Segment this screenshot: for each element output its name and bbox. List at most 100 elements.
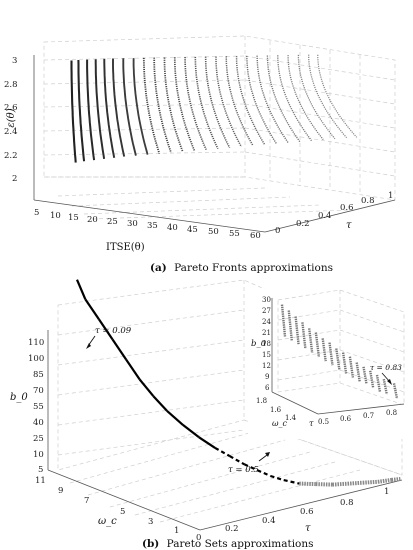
- panel-b-ytick: 1: [174, 526, 179, 536]
- pareto-front-curve: [112, 58, 126, 157]
- panel-a-ztick: 2.4: [4, 127, 18, 137]
- panel-a-xtick: 45: [187, 225, 198, 235]
- panel-b-xtick: 0.6: [300, 507, 314, 517]
- panel-b-ztick: 85: [33, 370, 44, 380]
- inset-pareto-set-bar: [328, 342, 334, 366]
- pareto-front-curve: [204, 56, 231, 149]
- panel-a-ytick: 0.2: [296, 219, 310, 229]
- inset-ylabel: ω_c: [272, 419, 288, 428]
- panel-b-ztick: 110: [28, 338, 44, 348]
- pareto-set-segment: [362, 479, 379, 485]
- pareto-front-curve: [163, 57, 184, 152]
- panel-b-caption: (b) Pareto Sets approximations: [142, 538, 314, 550]
- pareto-set-segment: [315, 482, 333, 487]
- pareto-front-curve: [132, 58, 149, 155]
- inset-ytick: 1.8: [256, 397, 267, 405]
- inset-pareto-set-bar: [321, 338, 327, 362]
- pareto-set-segment: [256, 469, 271, 478]
- pareto-front-curve: [153, 57, 172, 153]
- panel-a-caption-text: Pareto Fronts approximations: [174, 262, 333, 274]
- pareto-front-curve: [215, 56, 242, 148]
- inset-ytick: 1.6: [270, 406, 282, 414]
- panel-a-ztick: 2.6: [4, 103, 18, 113]
- panel-b-inset: 30 27 24 21 18 15 12 9 6 b_0 1.8 1.6 1.4…: [248, 289, 408, 439]
- panel-b-ztick: 100: [28, 354, 44, 364]
- panel-b-zlabel: b_0: [10, 392, 28, 403]
- panel-a-ytick: 0.6: [340, 203, 354, 213]
- panel-b-xlabel: τ: [305, 523, 311, 534]
- pareto-set-segment: [125, 358, 141, 381]
- panel-b-ylabel: ω_c: [98, 516, 117, 527]
- panel-b-ytick: 3: [148, 517, 153, 527]
- annotation-label: τ = 0.5: [228, 465, 259, 475]
- panel-b-xtick: 0.2: [225, 524, 239, 534]
- panel-a-xtick: 5: [34, 208, 39, 218]
- annotation-arrow: [258, 454, 268, 462]
- panel-b-ztick: 10: [33, 450, 44, 460]
- pareto-front-curve: [225, 56, 254, 147]
- pareto-set-segment: [377, 477, 392, 484]
- inset-pareto-set-series: [280, 304, 399, 399]
- panel-a-ylabel: τ: [346, 220, 352, 231]
- inset-back-pane: [277, 289, 405, 406]
- pareto-front-curve: [77, 59, 86, 162]
- pareto-set-segment: [111, 338, 128, 361]
- pareto-set-segment: [299, 481, 316, 487]
- panel-b-pareto-sets: τ = 0.09 τ = 0.5 110 100 85 70 55 40 25 …: [10, 279, 408, 550]
- annotation-arrowhead: [387, 379, 392, 385]
- inset-ztick: 9: [265, 373, 269, 381]
- inset-xtick: 0.7: [363, 412, 374, 420]
- panel-b-grid: [57, 279, 403, 523]
- panel-a-ytick: 0: [275, 226, 280, 236]
- panel-a-ztick: 2.2: [4, 151, 18, 161]
- inset-ztick: 30: [262, 296, 271, 304]
- inset-pareto-set-bar: [341, 352, 348, 374]
- inset-annotation-tau-083: τ = 0.83: [370, 363, 402, 385]
- panel-a-xtick: 50: [208, 227, 219, 237]
- panel-b-ztick: 70: [33, 386, 44, 396]
- panel-a-ztick: 2.8: [4, 80, 18, 90]
- pareto-set-segment: [182, 424, 200, 439]
- inset-pareto-set-bar: [280, 304, 287, 337]
- inset-ztick: 27: [262, 307, 271, 315]
- annotation-label: τ = 0.09: [95, 326, 132, 336]
- inset-pareto-set-bar: [355, 362, 361, 382]
- pareto-front-curve: [103, 58, 116, 158]
- panel-a-y-axis: [264, 199, 396, 233]
- panel-b-pareto-set-series: [75, 279, 401, 487]
- inset-ztick: 21: [262, 329, 271, 337]
- panel-b-annotation-tau-009: τ = 0.09: [86, 326, 132, 349]
- pareto-set-segment: [229, 455, 245, 466]
- inset-xtick: 0.5: [318, 418, 329, 426]
- annotation-label: τ = 0.83: [370, 363, 402, 372]
- panel-a-xtick: 20: [87, 215, 98, 225]
- pareto-set-segment: [152, 395, 168, 412]
- panel-a-pareto-fronts: 3 2.8 2.6 2.4 2.2 2 ε(θ) 5 10 15 20 25 3…: [4, 35, 396, 274]
- pareto-front-curve: [94, 59, 106, 160]
- inset-pareto-set-bar: [301, 322, 307, 349]
- pareto-set-segment: [198, 436, 216, 449]
- panel-a-xtick: 60: [250, 231, 261, 241]
- inset-xlabel: τ: [309, 419, 314, 428]
- inset-xtick: 0.6: [340, 415, 352, 423]
- inset-pareto-set-bar: [382, 378, 388, 395]
- inset-pareto-set-bar: [392, 383, 399, 399]
- panel-a-ytick: 0.4: [318, 211, 332, 221]
- panel-a-ytick: 0.8: [361, 196, 375, 206]
- pareto-front-curve: [277, 55, 313, 142]
- pareto-front-curve: [70, 60, 77, 163]
- pareto-set-segment: [84, 298, 100, 320]
- inset-ytick: 1.4: [285, 414, 297, 422]
- inset-tau-axis: [317, 403, 405, 415]
- pareto-set-segment: [243, 463, 258, 472]
- inset-ztick: 15: [262, 351, 271, 359]
- inset-omega-axis: [271, 391, 319, 415]
- panel-a-zlabel: ε(θ): [6, 108, 17, 127]
- pareto-front-curve: [287, 55, 324, 141]
- inset-pareto-set-bar: [369, 370, 375, 389]
- annotation-arrowhead: [265, 452, 270, 457]
- inset-ztick: 18: [262, 340, 271, 348]
- inset-xtick: 0.8: [386, 409, 397, 417]
- panel-b-xtick: 0.4: [262, 516, 276, 526]
